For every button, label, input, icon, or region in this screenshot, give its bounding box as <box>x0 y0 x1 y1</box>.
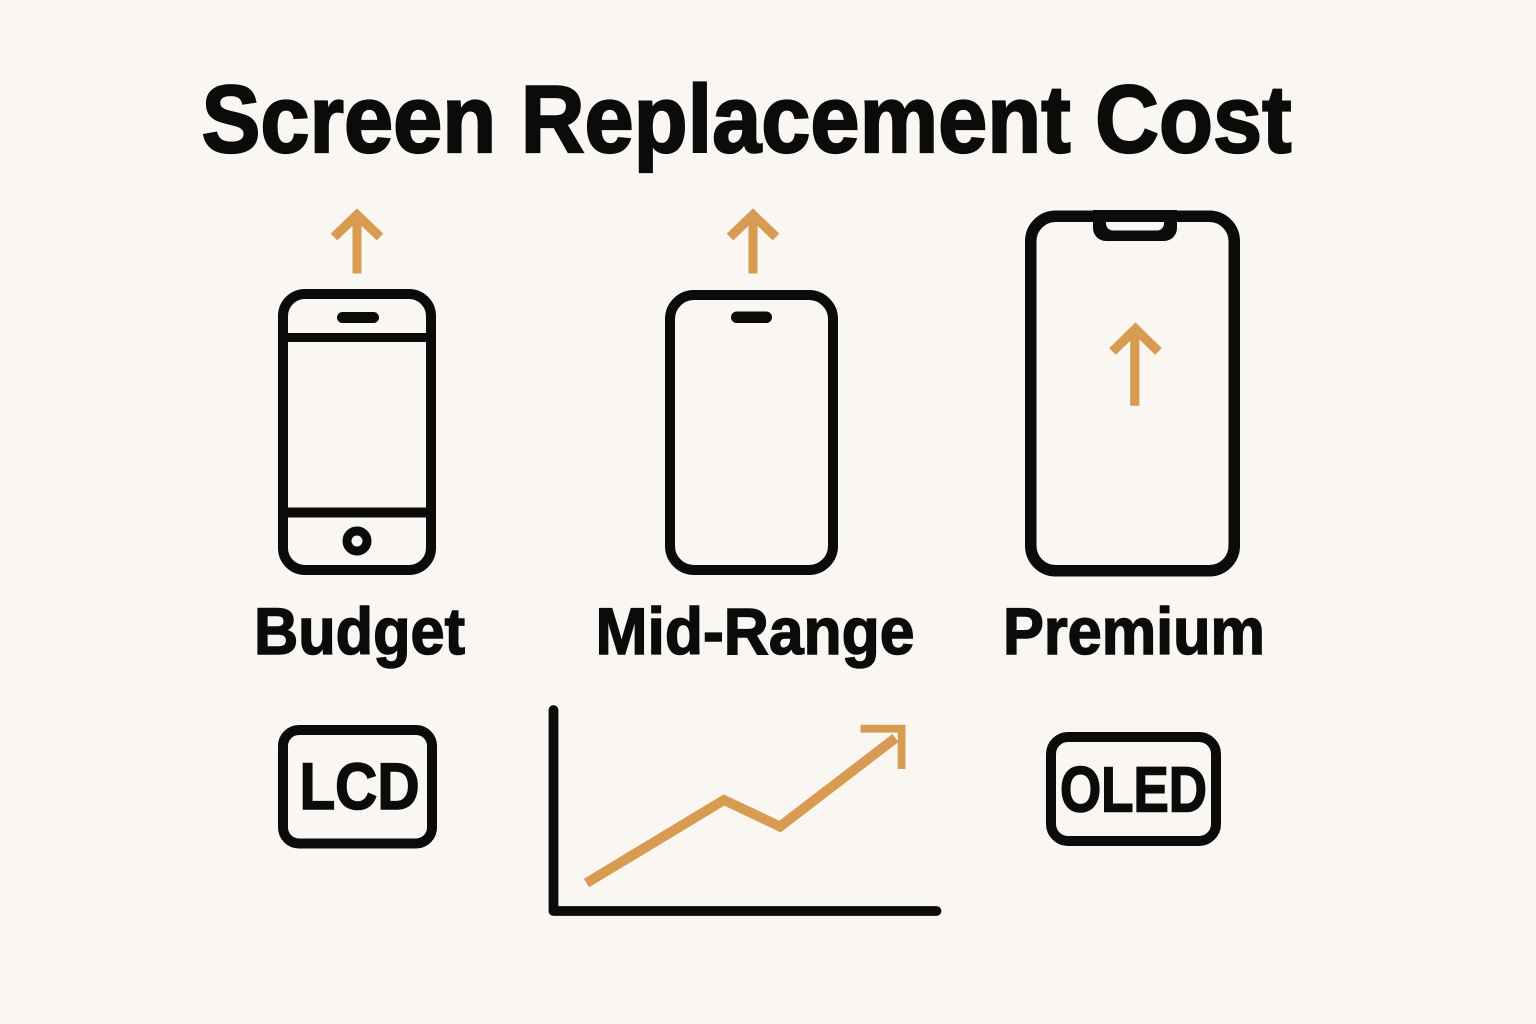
svg-text:LCD: LCD <box>300 749 420 823</box>
svg-text:Mid-Range: Mid-Range <box>596 594 915 668</box>
svg-text:OLED: OLED <box>1060 754 1207 826</box>
svg-text:Screen Replacement Cost: Screen Replacement Cost <box>202 66 1292 173</box>
svg-text:Budget: Budget <box>254 594 465 668</box>
svg-text:Premium: Premium <box>1003 594 1265 668</box>
